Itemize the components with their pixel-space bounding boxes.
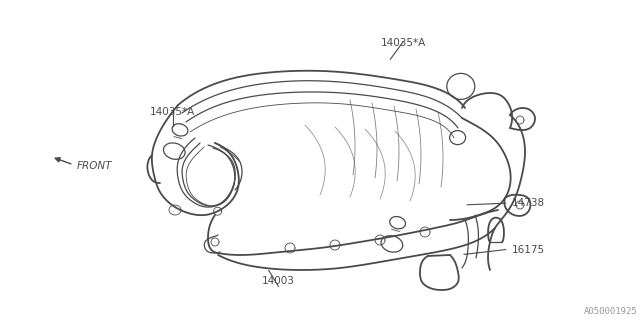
- Text: 16175: 16175: [512, 244, 545, 255]
- Text: 14738: 14738: [512, 198, 545, 208]
- Text: 14003: 14003: [262, 276, 295, 286]
- Text: 14035*A: 14035*A: [150, 107, 195, 117]
- Text: 14035*A: 14035*A: [381, 38, 426, 48]
- Text: A050001925: A050001925: [584, 307, 638, 316]
- Text: FRONT: FRONT: [77, 161, 112, 172]
